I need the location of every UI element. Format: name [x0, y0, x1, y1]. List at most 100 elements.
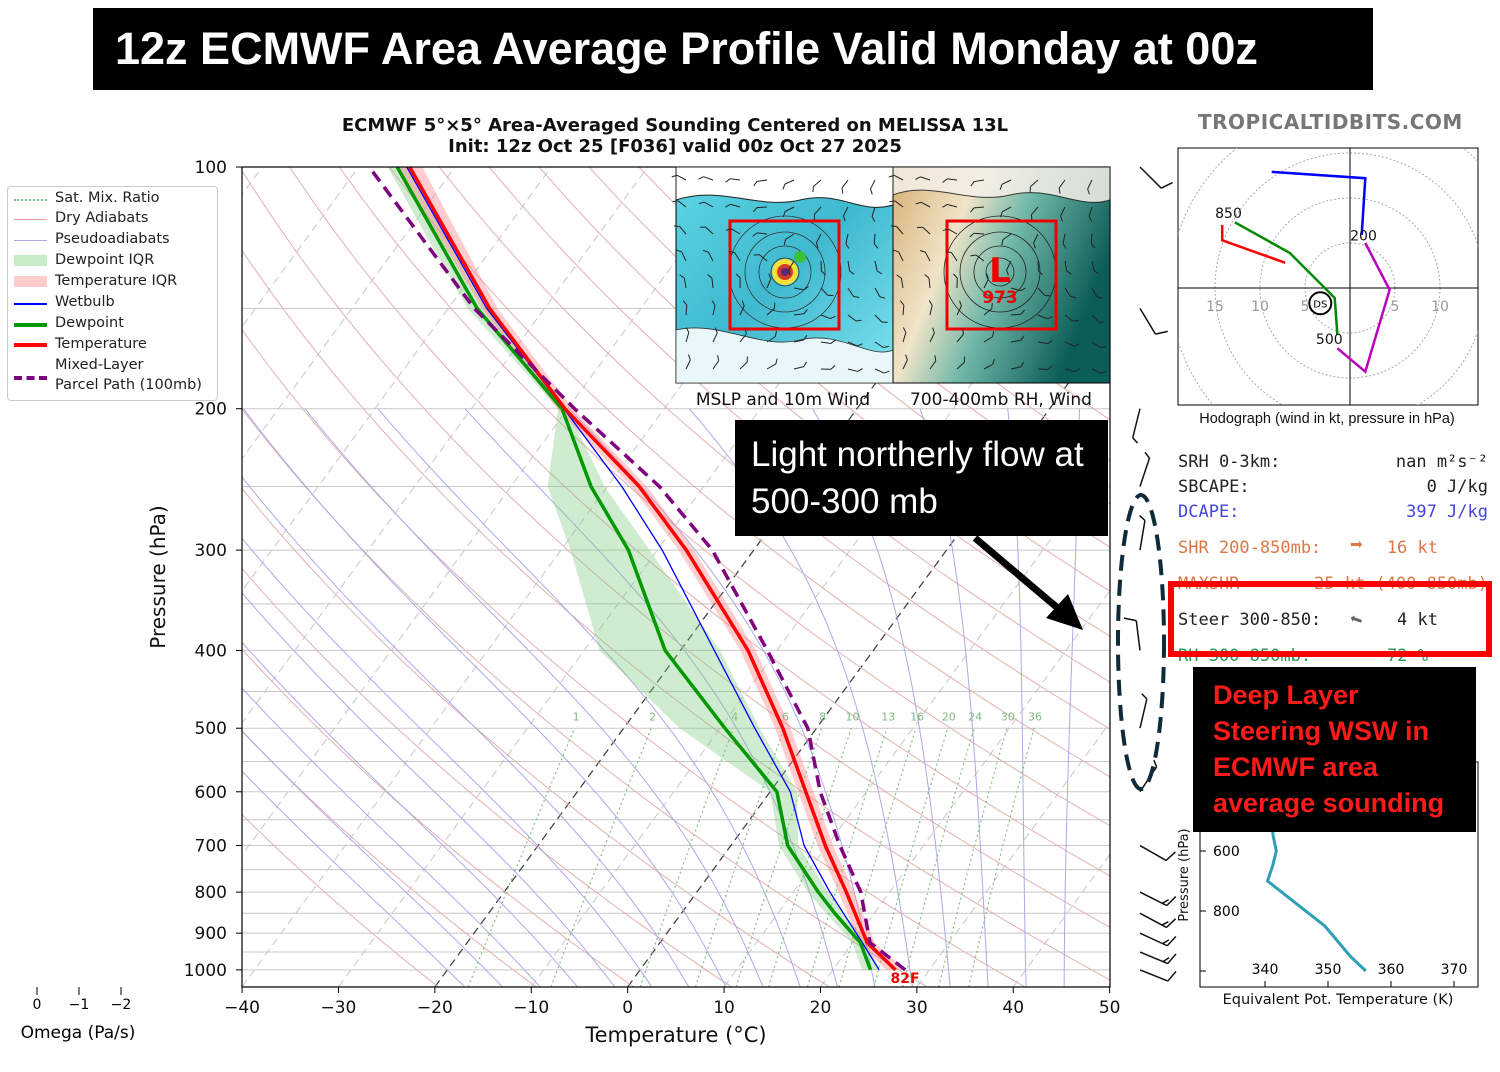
- inset-wind-barb: [788, 260, 795, 276]
- barb-staff: [920, 176, 931, 181]
- barb-flag: [1020, 309, 1026, 315]
- stat-label: Steer 300-850:: [1178, 610, 1322, 630]
- inset-wind-barb: [752, 206, 768, 213]
- stat-sbcape: SBCAPE: 0 J/kg: [1178, 477, 1488, 497]
- isotherm: [242, 167, 745, 856]
- barb-staff: [951, 252, 958, 262]
- stat-value: 4 kt: [1397, 610, 1438, 630]
- barb-staff: [974, 179, 985, 183]
- northerly-flow-note: Light northerly flow at 500-300 mb: [735, 420, 1108, 536]
- inset-wind-barb: [712, 327, 718, 343]
- dry-adiabat: [388, 167, 1110, 778]
- barb-flag: [725, 228, 732, 231]
- barb-flag: [803, 361, 808, 367]
- barb-flag: [915, 201, 922, 205]
- inset-area-box: [945, 219, 1058, 331]
- stat-dcape: DCAPE: 397 J/kg: [1178, 502, 1488, 522]
- inset-wind-barb: [700, 226, 714, 235]
- inset-wind-barb: [673, 225, 687, 235]
- inset-wind-barb: [983, 358, 995, 370]
- barb-staff: [843, 206, 849, 217]
- inset-wind-barb: [1091, 287, 1103, 299]
- inset-wind-barb: [956, 300, 962, 316]
- inset-wind-barb: [956, 356, 966, 370]
- x-tick-label: 20: [810, 998, 832, 1018]
- barb-flag: [1167, 953, 1177, 965]
- inset-wind-barb: [1060, 206, 1066, 222]
- inset-wind-barb: [1029, 179, 1039, 193]
- stat-label: DCAPE:: [1178, 502, 1240, 522]
- barb-staff: [1139, 166, 1162, 189]
- hodograph-caption: Hodograph (wind in kt, pressure in hPa): [1199, 411, 1455, 427]
- barb-flag: [883, 345, 890, 348]
- inset-wind-barb: [842, 206, 849, 222]
- stat-label: SRH 0-3km:: [1178, 452, 1281, 472]
- inset-wind-barb: [983, 273, 989, 289]
- x-tick-label: −20: [417, 998, 453, 1018]
- barb-staff: [677, 200, 687, 208]
- barb-flag: [896, 274, 902, 279]
- barb-flag: [745, 328, 747, 335]
- barb-flag: [1165, 918, 1177, 929]
- barb-staff: [1037, 287, 1046, 296]
- barb-flag: [714, 327, 718, 334]
- barb-flag: [942, 204, 948, 208]
- barb-staff: [705, 226, 714, 235]
- barb-flag: [820, 270, 826, 276]
- barb-flag: [815, 242, 819, 249]
- barb-staff: [1031, 206, 1039, 215]
- pseudoadiabat: [811, 408, 951, 987]
- pseudoadiabat: [377, 408, 801, 987]
- isotherm: [242, 167, 456, 460]
- inset-wind-barb: [685, 354, 691, 370]
- inset-wind-barb: [1064, 260, 1072, 275]
- inset-wind-barb: [942, 178, 958, 183]
- inset-wind-barb: [766, 330, 777, 343]
- inset-wind-barb: [707, 274, 714, 289]
- inset-wind-barb: [969, 232, 985, 238]
- barb-staff: [871, 206, 876, 217]
- wind-barb: [1139, 166, 1173, 189]
- wind-barb: [1139, 891, 1177, 907]
- barb-flag: [717, 355, 720, 361]
- barb-flag: [830, 339, 836, 344]
- barb-flag: [962, 328, 964, 335]
- series-temperature: [408, 167, 897, 972]
- inset-wind-barb: [983, 302, 993, 316]
- inset-wind-barb: [1088, 206, 1093, 222]
- barb-flag: [871, 216, 876, 222]
- inset-wind-barb: [1087, 179, 1093, 195]
- hodograph-pressure-label: 850: [1215, 206, 1242, 222]
- inset-wind-barb: [841, 179, 849, 194]
- barb-staff: [704, 201, 714, 208]
- barb-flag: [1000, 211, 1003, 218]
- barb-flag: [889, 200, 896, 203]
- barb-staff: [784, 179, 795, 185]
- inset-wind-barb: [1030, 206, 1039, 221]
- legend-swatch: [14, 323, 47, 327]
- barb-flag: [673, 225, 680, 227]
- barb-flag: [728, 250, 735, 254]
- barb-staff: [956, 305, 962, 316]
- barb-flag: [855, 319, 862, 322]
- inset-wind-barb: [874, 368, 890, 374]
- inset-wind-barb: [928, 300, 933, 316]
- legend-item: Temperature: [55, 336, 147, 352]
- barb-staff: [1037, 314, 1048, 320]
- barb-flag: [1100, 345, 1106, 349]
- barb-staff: [874, 341, 884, 348]
- barb-flag: [783, 239, 787, 245]
- barb-flag: [870, 188, 873, 195]
- barb-flag: [1033, 242, 1036, 249]
- barb-staff: [813, 206, 822, 215]
- inset-left-label: MSLP and 10m Wind: [696, 390, 870, 410]
- barb-staff: [712, 332, 718, 343]
- barb-staff: [1087, 179, 1093, 190]
- barb-staff: [1062, 233, 1066, 244]
- inset-wind-barb: [902, 327, 907, 343]
- dry-adiabat: [338, 167, 1110, 827]
- barb-staff: [947, 178, 958, 181]
- inset-wind-barb: [766, 358, 778, 370]
- barb-staff: [739, 333, 747, 343]
- inset-wind-barb: [820, 365, 836, 370]
